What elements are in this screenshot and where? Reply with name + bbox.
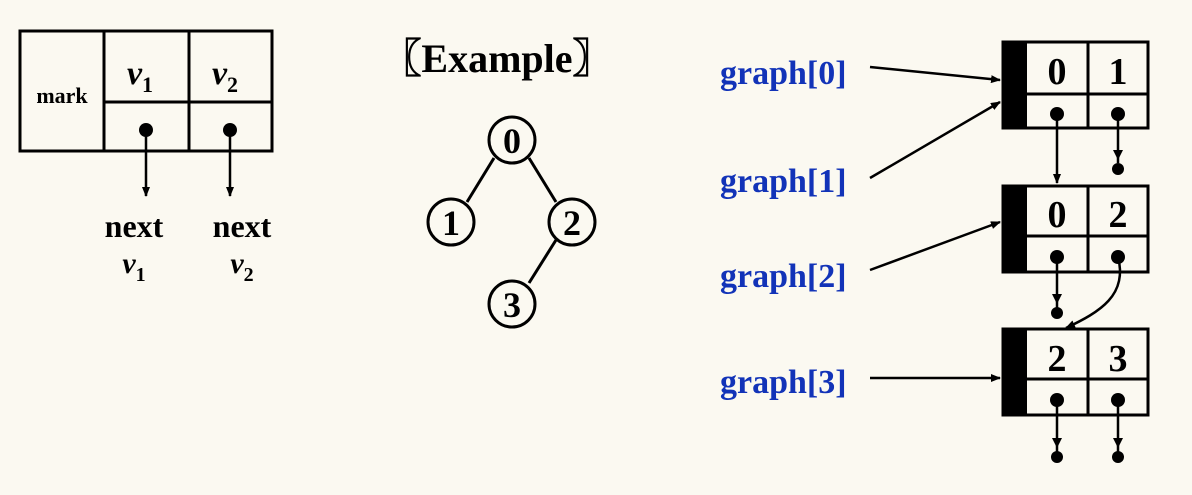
tree-edges (465, 157, 558, 284)
graph-pointer-1: graph[1] (720, 163, 847, 200)
edge-record-0-2: 0 2 (1001, 184, 1150, 274)
tree-node-3-label: 3 (503, 285, 521, 325)
record-v1: 0 (1048, 51, 1067, 93)
graph-pointer-3: graph[3] (720, 364, 847, 401)
record-outline (1001, 327, 1150, 417)
mark-bar (1003, 186, 1027, 272)
edge-0-2 (527, 157, 558, 203)
arrowhead (1113, 438, 1123, 448)
edge-record-0-1: 0 1 (1001, 40, 1150, 130)
tree-node-2-label: 2 (563, 203, 581, 243)
null-arrowheads (1052, 150, 1123, 448)
v1-header: v1 (127, 55, 153, 97)
graph-1-arrow (869, 100, 1001, 180)
record-outline (1001, 184, 1150, 274)
graph-pointer-0: graph[0] (720, 55, 847, 92)
edge-record-2-3: 2 3 (1001, 327, 1150, 417)
record-v2: 2 (1109, 194, 1128, 236)
edge-0-1 (465, 157, 496, 203)
next-label-2: next (213, 208, 272, 244)
next-v2-label: v2 (230, 247, 253, 286)
arrowhead (1052, 438, 1062, 448)
mark-label: mark (36, 83, 88, 108)
v2-header: v2 (212, 55, 238, 97)
record-v1: 0 (1048, 194, 1067, 236)
tree-node-1 (426, 197, 476, 247)
record-v1: 2 (1048, 338, 1067, 380)
arrowhead (1052, 294, 1062, 304)
tree-node-3 (487, 279, 537, 329)
mark-bar (1003, 329, 1027, 415)
edge-2-3 (527, 239, 558, 284)
null-dot (1051, 307, 1063, 319)
tree-node-1-label: 1 (442, 203, 460, 243)
null-dot (1112, 163, 1124, 175)
graph-0-arrow (869, 65, 1001, 84)
link-r2-v2 (1065, 256, 1122, 330)
record-outline (1001, 40, 1150, 130)
next-v1-label: v1 (122, 247, 145, 286)
tree-node-0 (487, 115, 537, 165)
null-dot (1051, 451, 1063, 463)
example-title: 〖Example〗 (381, 36, 612, 81)
tree-nodes (426, 115, 597, 329)
record-v2: 1 (1109, 51, 1128, 93)
record-v2: 3 (1109, 338, 1128, 380)
graph-2-arrow (869, 220, 1001, 272)
tree-node-2 (547, 197, 597, 247)
head-pointer-arrows (869, 65, 1001, 382)
null-dot (1112, 451, 1124, 463)
tree-node-0-label: 0 (503, 121, 521, 161)
mark-bar (1003, 42, 1027, 128)
null-pointer-dots (1051, 163, 1124, 463)
graph-pointer-2: graph[2] (720, 258, 847, 295)
arrowhead (1113, 150, 1123, 160)
next-label-1: next (105, 208, 164, 244)
